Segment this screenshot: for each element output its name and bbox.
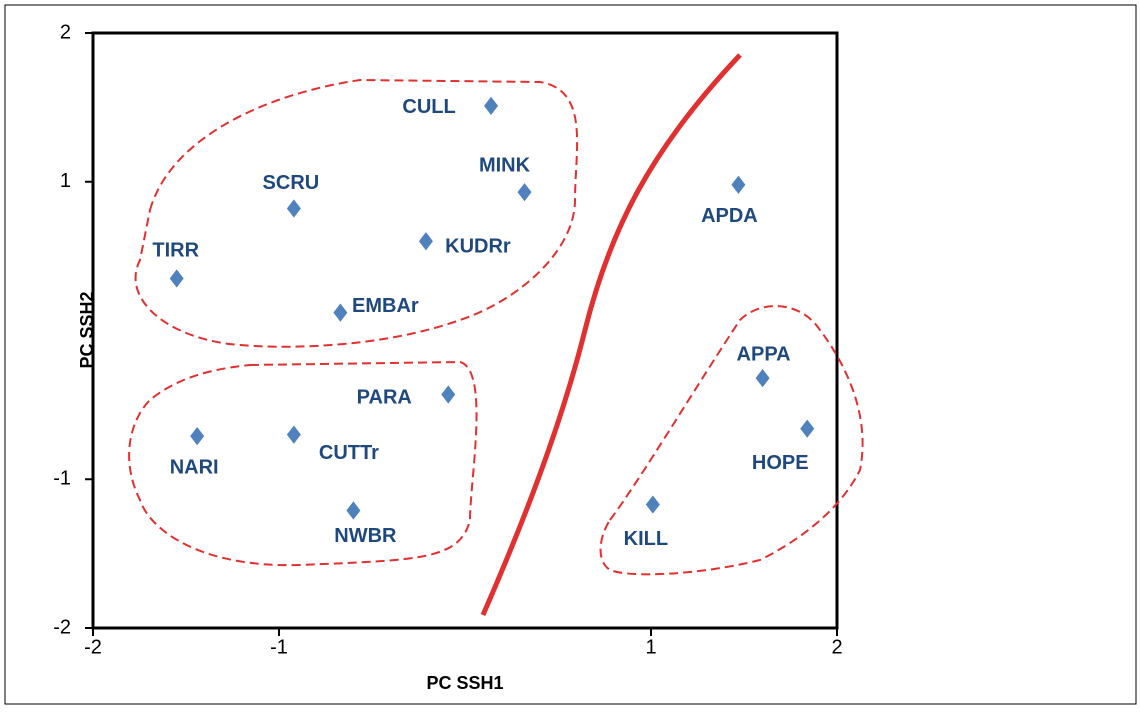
point bbox=[731, 175, 746, 194]
point bbox=[346, 501, 361, 520]
group-outlines bbox=[128, 78, 864, 576]
y-tick-label: 2 bbox=[60, 21, 71, 43]
plot-frame bbox=[91, 31, 839, 630]
x-tick-label: -2 bbox=[84, 636, 102, 658]
point bbox=[484, 96, 499, 115]
point-label: TIRR bbox=[152, 240, 199, 262]
point-label: CULL bbox=[402, 96, 455, 118]
point-label: KUDRr bbox=[445, 236, 511, 258]
point-label: APDA bbox=[701, 205, 758, 227]
point-label: MINK bbox=[479, 154, 531, 176]
divider-curve bbox=[480, 53, 742, 616]
point bbox=[441, 385, 456, 404]
point bbox=[169, 269, 184, 288]
point-label: PARA bbox=[357, 387, 412, 409]
point-label: CUTTr bbox=[319, 442, 379, 464]
y-tick-label: -2 bbox=[53, 616, 71, 638]
point bbox=[755, 369, 770, 388]
y-tick-label: 1 bbox=[60, 170, 71, 192]
group-outline bbox=[599, 305, 864, 576]
y-axis-label: PC SSH2 bbox=[77, 291, 97, 368]
point-label: SCRU bbox=[263, 172, 320, 194]
point-label: HOPE bbox=[752, 452, 809, 474]
point-label: NWBR bbox=[334, 525, 397, 547]
x-tick-label: 1 bbox=[645, 636, 656, 658]
point bbox=[517, 183, 532, 202]
group-outline bbox=[134, 78, 579, 348]
x-tick-label: -1 bbox=[270, 636, 288, 658]
point bbox=[645, 495, 660, 514]
x-axis-label: PC SSH1 bbox=[426, 673, 503, 693]
point-label: KILL bbox=[624, 528, 668, 550]
group-outline bbox=[128, 360, 478, 567]
point bbox=[286, 199, 301, 218]
point bbox=[800, 419, 815, 438]
point bbox=[190, 427, 205, 446]
y-tick-label: -1 bbox=[53, 468, 71, 490]
point-label: APPA bbox=[737, 343, 791, 365]
chart-frame bbox=[4, 4, 1137, 705]
x-tick-label: 2 bbox=[831, 636, 842, 658]
point-label: EMBAr bbox=[352, 295, 419, 317]
point bbox=[418, 232, 433, 251]
point-label: NARI bbox=[170, 456, 219, 478]
point bbox=[286, 425, 301, 444]
point bbox=[333, 303, 348, 322]
